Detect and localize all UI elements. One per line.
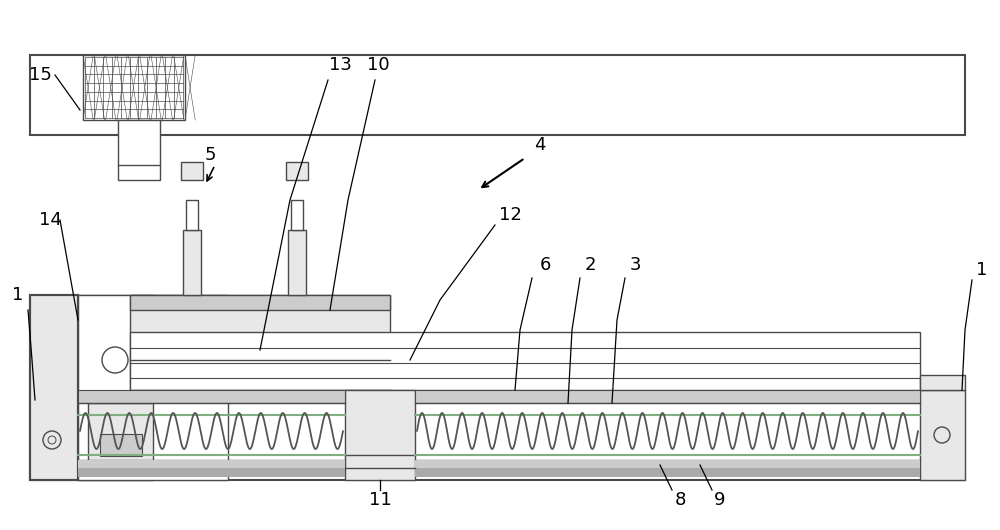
Bar bbox=[30, 295, 78, 480]
Bar bbox=[291, 200, 303, 230]
Text: 12: 12 bbox=[499, 206, 521, 224]
Bar bbox=[30, 390, 965, 480]
Bar bbox=[345, 390, 415, 480]
Text: 14: 14 bbox=[39, 211, 61, 229]
Bar bbox=[286, 162, 308, 180]
Text: 5: 5 bbox=[204, 146, 216, 164]
Text: 15: 15 bbox=[29, 66, 51, 84]
Bar bbox=[78, 295, 228, 480]
Text: 11: 11 bbox=[369, 491, 391, 509]
Bar bbox=[130, 332, 920, 390]
Bar bbox=[183, 230, 201, 295]
Bar bbox=[130, 295, 390, 310]
Bar bbox=[186, 200, 198, 230]
Bar bbox=[83, 55, 185, 120]
Bar bbox=[181, 162, 203, 180]
Text: 1: 1 bbox=[976, 261, 988, 279]
Text: 8: 8 bbox=[674, 491, 686, 509]
Bar bbox=[30, 55, 965, 135]
Bar bbox=[288, 230, 306, 295]
Bar bbox=[415, 390, 920, 403]
Bar bbox=[130, 295, 390, 390]
Bar bbox=[78, 468, 345, 477]
Bar bbox=[78, 460, 345, 468]
Text: 4: 4 bbox=[534, 136, 546, 154]
Text: 10: 10 bbox=[367, 56, 389, 74]
Bar bbox=[30, 295, 78, 480]
Text: 13: 13 bbox=[329, 56, 351, 74]
Text: 2: 2 bbox=[584, 256, 596, 274]
Bar bbox=[78, 295, 153, 480]
Text: 9: 9 bbox=[714, 491, 726, 509]
Text: 3: 3 bbox=[629, 256, 641, 274]
Bar bbox=[118, 120, 160, 180]
Bar bbox=[920, 375, 965, 390]
Bar bbox=[78, 390, 345, 403]
Text: 1: 1 bbox=[12, 286, 24, 304]
Bar bbox=[415, 468, 920, 477]
Bar bbox=[415, 460, 920, 468]
Text: 6: 6 bbox=[539, 256, 551, 274]
Bar bbox=[88, 403, 153, 468]
Bar bbox=[100, 434, 142, 456]
Bar bbox=[920, 390, 965, 480]
